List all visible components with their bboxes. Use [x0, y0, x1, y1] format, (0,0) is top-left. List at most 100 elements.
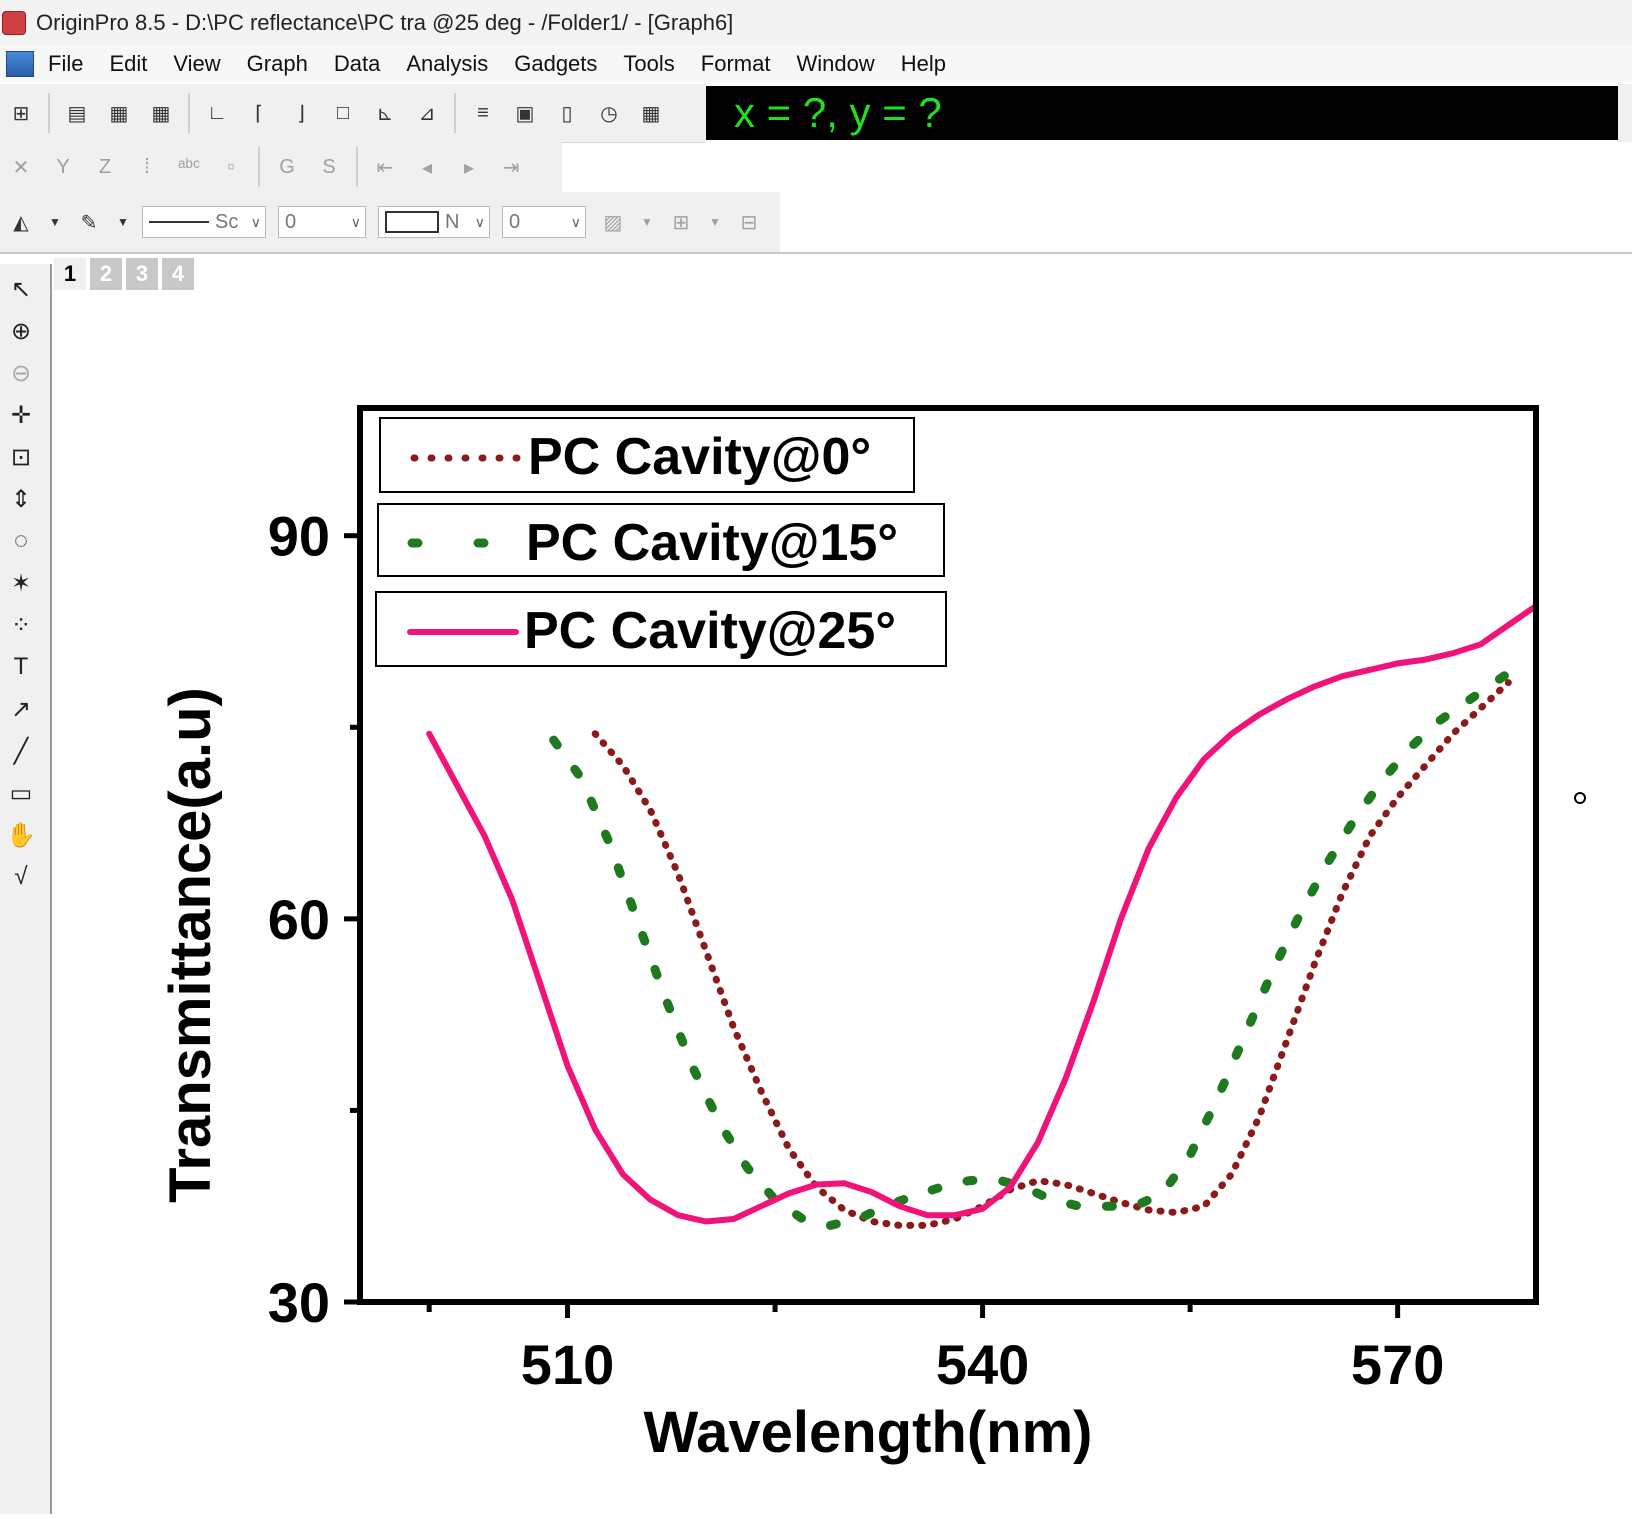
line-color-icon[interactable]: ✎ — [80, 211, 98, 234]
worksheet-toolbar: ✕ Y Z ⁞ ᵃᵇᶜ ▫ G S ⇤ ◂ ▸ ⇥ — [0, 142, 562, 193]
timestamp-clock-icon[interactable]: ◷ — [600, 102, 618, 125]
layout-1-icon[interactable]: ▤ — [67, 102, 87, 125]
pattern-icon[interactable]: ▨ — [603, 211, 623, 234]
series-line-2 — [426, 603, 1539, 1225]
menu-graph[interactable]: Graph — [246, 51, 308, 76]
x-tick-label: 570 — [1351, 1333, 1444, 1396]
line-style-value: Sc — [215, 210, 239, 233]
document-icon[interactable] — [6, 51, 34, 77]
legend-icon[interactable]: ▣ — [515, 102, 535, 125]
line-width-select[interactable]: 0 ∨ — [278, 206, 366, 238]
axis-bottom-left-icon[interactable]: ∟ — [207, 101, 227, 124]
screen-reader-icon[interactable]: ✛ — [10, 401, 32, 429]
legend-entry-label: PC Cavity@25° — [524, 602, 896, 660]
fill-pattern-select[interactable]: N ∨ — [378, 206, 490, 238]
layer-tab-3[interactable]: 3 — [126, 258, 158, 290]
axis-box-icon[interactable]: □ — [336, 101, 350, 124]
layer-tab-4[interactable]: 4 — [162, 258, 194, 290]
menu-help[interactable]: Help — [900, 51, 946, 76]
coordinate-display: x = ?, y = ? — [706, 86, 1618, 140]
fill-width-select[interactable]: 0 ∨ — [502, 206, 586, 238]
data-selector-icon[interactable]: ⇕ — [10, 485, 32, 513]
graph-window[interactable]: 510 540 570 30 60 90 Wavelength(nm) Transmittan… — [52, 256, 1632, 1514]
text-tool-icon[interactable]: T — [13, 653, 29, 680]
table-icon[interactable]: ▦ — [641, 102, 661, 125]
zoom-in-icon[interactable]: ⊕ — [10, 317, 32, 345]
zoom-out-icon[interactable]: ⊖ — [10, 359, 32, 387]
data-reader-icon[interactable]: ⊡ — [10, 443, 32, 471]
toolbar-separator — [454, 93, 456, 133]
menu-window[interactable]: Window — [796, 51, 875, 76]
subject-icon[interactable]: S — [322, 155, 336, 178]
arrow-tool-icon[interactable]: ↗ — [10, 695, 32, 723]
axis-top-icon[interactable]: ⌈ — [255, 102, 263, 125]
label-column-icon[interactable]: ᵃᵇᶜ — [177, 155, 201, 178]
scatter-mask-icon[interactable]: ⁘ — [10, 611, 32, 639]
menu-tools[interactable]: Tools — [623, 51, 675, 76]
menu-bar: File Edit View Graph Data Analysis Gadge… — [0, 46, 1632, 82]
hand-icon[interactable]: ✋ — [6, 821, 36, 849]
axis-right-icon[interactable]: ⌋ — [297, 102, 305, 125]
set-y-column-icon[interactable]: Y — [56, 155, 70, 178]
fill-sample — [385, 211, 439, 233]
chevron-down-icon: ∨ — [350, 213, 361, 230]
list-icon[interactable]: ≡ — [477, 101, 489, 124]
chevron-down-icon: ∨ — [250, 213, 261, 230]
toolbar-separator — [356, 147, 358, 187]
layout-2-icon[interactable]: ▦ — [109, 102, 129, 125]
menu-file[interactable]: File — [48, 51, 84, 76]
menu-gadgets[interactable]: Gadgets — [514, 51, 598, 76]
menu-format[interactable]: Format — [700, 51, 771, 76]
legend-entry-label: PC Cavity@15° — [526, 514, 898, 572]
menu-data[interactable]: Data — [333, 51, 381, 76]
origin-app-icon[interactable] — [2, 11, 26, 35]
disregard-column-icon[interactable]: ✕ — [12, 156, 30, 179]
layer-tab-2[interactable]: 2 — [90, 258, 122, 290]
toolbar-separator — [188, 93, 190, 133]
set-z-column-icon[interactable]: Z — [98, 155, 112, 178]
graph-toolbar: ⊞ ▤ ▦ ▦ ∟ ⌈ ⌋ □ ⊾ ⊿ ≡ ▣ ▯ ◷ ▦ — [0, 84, 706, 143]
dropdown-arrow-icon[interactable]: ▼ — [641, 215, 653, 229]
border-icon[interactable]: ⊞ — [672, 211, 690, 234]
chevron-down-icon: ∨ — [570, 213, 581, 230]
menu-view[interactable]: View — [173, 51, 221, 76]
axis-scale-icon[interactable]: ⊿ — [418, 102, 436, 125]
dropdown-arrow-icon[interactable]: ▼ — [709, 215, 721, 229]
pointer-icon[interactable]: ↖ — [10, 275, 32, 303]
style-toolbar: ◭ ▼ ✎ ▼ Sc ∨ 0 ∨ N ∨ 0 ∨ ▨ ▼ ⊞ ▼ ⊟ — [0, 192, 780, 253]
equation-icon[interactable]: √ — [14, 863, 28, 890]
region-select-icon[interactable]: ◌ — [13, 527, 29, 554]
fill-color-icon[interactable]: ◭ — [13, 211, 29, 234]
draw-data-icon[interactable]: ✶ — [10, 569, 32, 597]
table-layout-icon[interactable]: ⊟ — [740, 211, 758, 234]
last-icon[interactable]: ⇥ — [502, 156, 520, 179]
first-icon[interactable]: ⇤ — [376, 156, 394, 179]
line-tool-icon[interactable]: ╱ — [13, 737, 29, 765]
previous-icon[interactable]: ◂ — [421, 156, 433, 179]
color-scale-icon[interactable]: ▯ — [561, 102, 573, 125]
menu-analysis[interactable]: Analysis — [406, 51, 489, 76]
line-style-select[interactable]: Sc ∨ — [142, 206, 266, 238]
rescale-icon[interactable]: ⊞ — [12, 102, 30, 125]
y-axis-title: Transmittance(a.u) — [158, 687, 223, 1203]
line-sample — [149, 221, 209, 223]
next-icon[interactable]: ▸ — [463, 156, 475, 179]
dropdown-arrow-icon[interactable]: ▼ — [117, 215, 129, 229]
dropdown-arrow-icon[interactable]: ▼ — [49, 215, 61, 229]
series-line-0 — [591, 679, 1512, 1229]
axis-offset-icon[interactable]: ⊾ — [376, 102, 394, 125]
layer-tab-1[interactable]: 1 — [54, 258, 86, 290]
x-axis-title: Wavelength(nm) — [644, 1400, 1093, 1465]
transmittance-chart: 510 540 570 30 60 90 Wavelength(nm) Transmittan… — [158, 405, 1586, 1465]
none-column-icon[interactable]: ▫ — [227, 155, 235, 178]
layout-4-icon[interactable]: ▦ — [151, 102, 171, 125]
line-width-value: 0 — [285, 210, 297, 233]
rectangle-tool-icon[interactable]: ▭ — [9, 779, 33, 807]
error-bar-column-icon[interactable]: ⁞ — [144, 155, 150, 178]
menu-edit[interactable]: Edit — [109, 51, 148, 76]
y-tick-label: 60 — [268, 888, 330, 951]
legend-box[interactable] — [377, 503, 945, 577]
group-icon[interactable]: G — [279, 155, 295, 178]
toolbar-separator — [48, 93, 50, 133]
legend-box[interactable] — [379, 417, 915, 493]
